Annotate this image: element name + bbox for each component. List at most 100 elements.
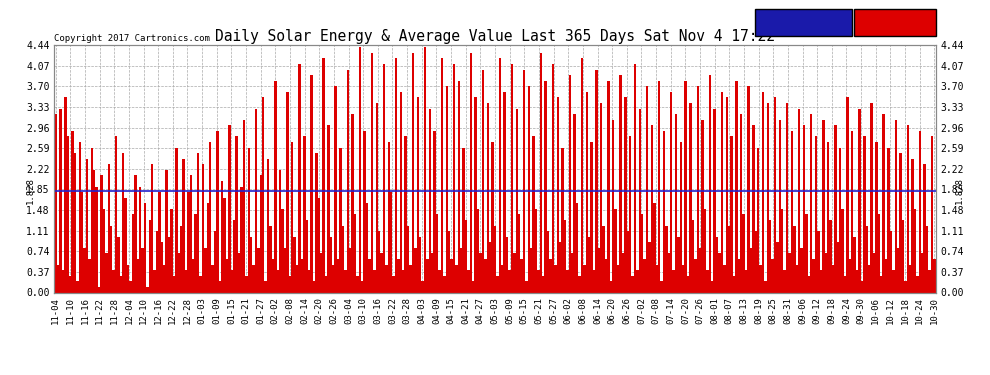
Bar (175, 148, 177, 292)
Bar (214, 231, 216, 292)
Bar (559, 242, 561, 292)
Bar (568, 75, 571, 292)
Bar (134, 176, 137, 292)
Bar (306, 220, 308, 292)
Bar (578, 276, 581, 292)
Bar (538, 270, 540, 292)
Bar (199, 276, 202, 292)
Bar (701, 120, 704, 292)
Bar (390, 192, 392, 292)
Bar (825, 254, 827, 292)
Bar (330, 237, 332, 292)
Bar (738, 259, 740, 292)
Bar (585, 92, 588, 292)
Bar (328, 125, 330, 292)
Bar (182, 159, 185, 292)
Bar (484, 259, 486, 292)
Bar (465, 220, 467, 292)
Bar (731, 136, 733, 292)
Bar (276, 270, 279, 292)
Bar (66, 136, 69, 292)
Bar (644, 259, 645, 292)
Bar (576, 203, 578, 292)
Bar (54, 114, 56, 292)
Bar (407, 226, 409, 292)
Bar (546, 231, 549, 292)
Bar (91, 148, 93, 292)
Bar (216, 131, 219, 292)
Bar (511, 64, 513, 292)
Text: 1.828: 1.828 (26, 177, 35, 204)
Bar (796, 265, 798, 292)
Bar (373, 270, 375, 292)
Bar (803, 125, 805, 292)
Bar (687, 276, 689, 292)
Bar (540, 53, 543, 292)
Bar (105, 254, 108, 292)
Bar (620, 75, 622, 292)
Bar (291, 142, 293, 292)
Bar (781, 209, 783, 292)
Bar (607, 81, 610, 292)
Bar (180, 226, 182, 292)
Bar (830, 220, 832, 292)
Bar (81, 192, 83, 292)
Bar (125, 198, 127, 292)
Bar (670, 92, 672, 292)
Bar (593, 270, 595, 292)
Bar (462, 148, 465, 292)
Bar (250, 237, 252, 292)
Bar (356, 276, 358, 292)
Bar (486, 103, 489, 292)
Bar (74, 153, 76, 292)
Bar (147, 287, 148, 292)
Bar (660, 281, 662, 292)
Bar (496, 276, 499, 292)
Bar (805, 214, 808, 292)
Bar (460, 248, 462, 292)
Bar (348, 248, 351, 292)
Bar (865, 226, 868, 292)
Bar (783, 270, 786, 292)
Bar (711, 281, 714, 292)
Bar (810, 114, 813, 292)
Bar (434, 131, 436, 292)
Bar (289, 276, 291, 292)
Bar (447, 231, 450, 292)
Bar (521, 259, 523, 292)
Title: Daily Solar Energy & Average Value Last 365 Days Sat Nov 4 17:22: Daily Solar Energy & Average Value Last … (215, 29, 775, 44)
Bar (358, 47, 361, 292)
Bar (117, 237, 120, 292)
Bar (786, 103, 788, 292)
Bar (474, 98, 477, 292)
Bar (76, 281, 78, 292)
Bar (800, 248, 803, 292)
Bar (397, 259, 400, 292)
Bar (513, 254, 516, 292)
Bar (262, 98, 264, 292)
Bar (315, 153, 318, 292)
Bar (793, 226, 796, 292)
Bar (402, 270, 405, 292)
Bar (890, 231, 892, 292)
Bar (95, 187, 98, 292)
Bar (882, 114, 885, 292)
Bar (436, 214, 439, 292)
Bar (83, 248, 86, 292)
Bar (648, 242, 650, 292)
Bar (742, 214, 744, 292)
Bar (887, 148, 890, 292)
Bar (248, 148, 250, 292)
Bar (566, 270, 568, 292)
Bar (286, 92, 289, 292)
Bar (148, 220, 151, 292)
Bar (224, 198, 226, 292)
Bar (719, 254, 721, 292)
Bar (452, 64, 455, 292)
Bar (617, 265, 620, 292)
Bar (446, 86, 447, 292)
Bar (190, 176, 192, 292)
Bar (914, 209, 916, 292)
Bar (759, 265, 761, 292)
Bar (310, 75, 313, 292)
